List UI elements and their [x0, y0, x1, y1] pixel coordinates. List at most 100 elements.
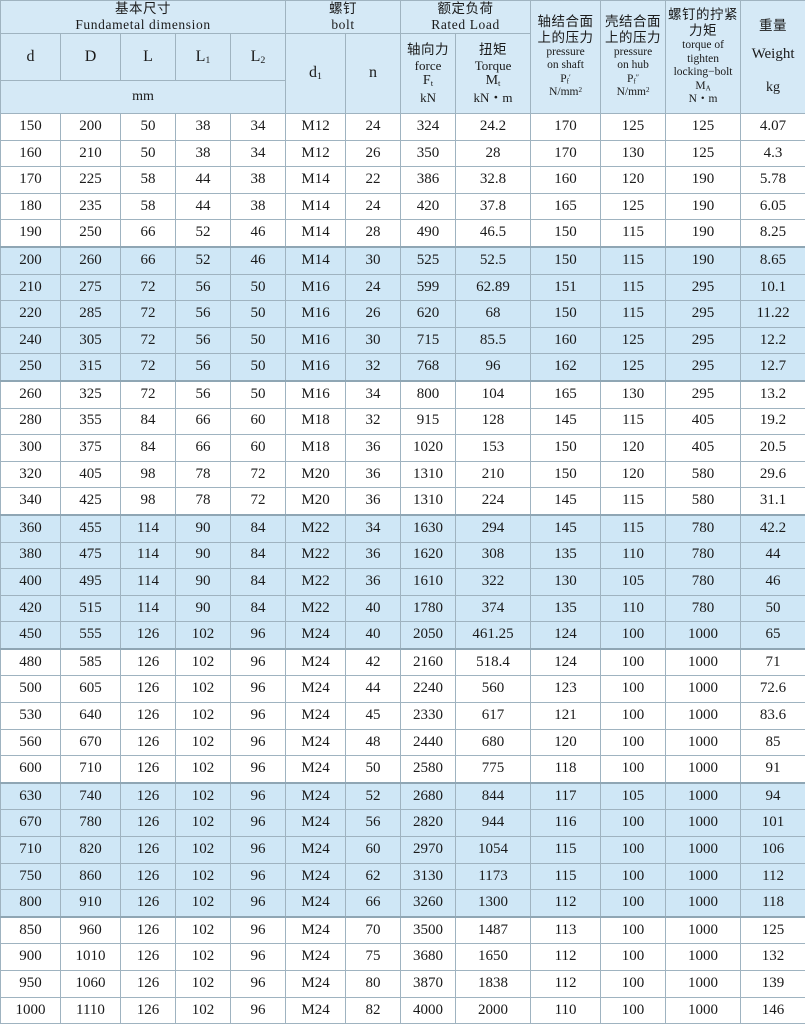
cell-Pf_hub: 115	[601, 274, 666, 301]
cell-MA: 295	[666, 274, 741, 301]
cell-Ft: 1630	[401, 515, 456, 542]
cell-Ft: 1310	[401, 488, 456, 515]
cell-d: 400	[1, 569, 61, 596]
cell-Ft: 324	[401, 114, 456, 141]
cell-L2: 60	[231, 435, 286, 462]
cell-Weight: 11.22	[741, 301, 805, 328]
cell-n: 30	[346, 327, 401, 354]
cell-n: 70	[346, 917, 401, 944]
cell-Weight: 19.2	[741, 408, 805, 435]
cell-MA: 125	[666, 140, 741, 167]
cell-D: 780	[61, 810, 121, 837]
cell-Pf_hub: 105	[601, 569, 666, 596]
cell-Pf_hub: 125	[601, 327, 666, 354]
cell-L2: 72	[231, 461, 286, 488]
cell-MA: 295	[666, 327, 741, 354]
cell-Pf_shaft: 135	[531, 595, 601, 622]
cell-Mt: 617	[456, 703, 531, 730]
cell-MA: 1000	[666, 890, 741, 917]
cell-d: 530	[1, 703, 61, 730]
cell-Mt: 322	[456, 569, 531, 596]
header-symbol-d: d	[1, 34, 61, 81]
cell-L1: 102	[176, 997, 231, 1024]
cell-d: 280	[1, 408, 61, 435]
cell-D: 960	[61, 917, 121, 944]
cell-L: 126	[121, 890, 176, 917]
cell-L2: 84	[231, 569, 286, 596]
cell-Pf_shaft: 151	[531, 274, 601, 301]
cell-D: 605	[61, 676, 121, 703]
cell-Pf_hub: 115	[601, 220, 666, 247]
cell-d1: M16	[286, 301, 346, 328]
cell-L1: 56	[176, 354, 231, 381]
cell-Ft: 1610	[401, 569, 456, 596]
cell-Mt: 46.5	[456, 220, 531, 247]
cell-Mt: 1838	[456, 971, 531, 998]
cell-L1: 102	[176, 729, 231, 756]
cell-D: 495	[61, 569, 121, 596]
header-pressure-on-hub-en1: pressure	[601, 46, 665, 60]
cell-Mt: 308	[456, 542, 531, 569]
cell-D: 475	[61, 542, 121, 569]
cell-d: 420	[1, 595, 61, 622]
cell-Mt: 2000	[456, 997, 531, 1024]
cell-L1: 78	[176, 461, 231, 488]
cell-Pf_hub: 115	[601, 515, 666, 542]
header-locking-bolt-torque-cn2: 力矩	[666, 23, 740, 39]
cell-Ft: 386	[401, 167, 456, 194]
cell-Mt: 62.89	[456, 274, 531, 301]
cell-L1: 38	[176, 114, 231, 141]
header-axial-force-cn: 轴向力	[401, 42, 455, 58]
cell-Pf_hub: 120	[601, 461, 666, 488]
cell-d: 340	[1, 488, 61, 515]
cell-n: 32	[346, 408, 401, 435]
cell-Weight: 44	[741, 542, 805, 569]
cell-Ft: 620	[401, 301, 456, 328]
cell-D: 235	[61, 193, 121, 220]
cell-MA: 295	[666, 381, 741, 408]
cell-L: 98	[121, 488, 176, 515]
cell-L: 66	[121, 220, 176, 247]
cell-Pf_shaft: 121	[531, 703, 601, 730]
cell-Mt: 24.2	[456, 114, 531, 141]
cell-n: 24	[346, 114, 401, 141]
cell-L2: 96	[231, 703, 286, 730]
cell-L2: 96	[231, 971, 286, 998]
cell-L: 126	[121, 649, 176, 676]
header-locking-bolt-torque-unit: N・m	[666, 93, 740, 107]
cell-MA: 190	[666, 193, 741, 220]
cell-Pf_shaft: 116	[531, 810, 601, 837]
cell-Weight: 65	[741, 622, 805, 649]
cell-d1: M18	[286, 408, 346, 435]
cell-d1: M24	[286, 703, 346, 730]
cell-Weight: 5.78	[741, 167, 805, 194]
cell-Pf_shaft: 150	[531, 461, 601, 488]
cell-d: 250	[1, 354, 61, 381]
cell-d1: M22	[286, 515, 346, 542]
cell-Pf_hub: 100	[601, 703, 666, 730]
cell-Mt: 374	[456, 595, 531, 622]
cell-d: 260	[1, 381, 61, 408]
cell-L: 126	[121, 703, 176, 730]
cell-L: 126	[121, 756, 176, 783]
header-group-rated-load: 额定负荷 Rated Load	[401, 1, 531, 34]
cell-Pf_shaft: 145	[531, 515, 601, 542]
cell-d: 630	[1, 783, 61, 810]
cell-d1: M16	[286, 381, 346, 408]
cell-Pf_shaft: 124	[531, 622, 601, 649]
cell-d: 190	[1, 220, 61, 247]
cell-L1: 78	[176, 488, 231, 515]
cell-Pf_hub: 100	[601, 944, 666, 971]
cell-Pf_shaft: 123	[531, 676, 601, 703]
cell-Pf_shaft: 162	[531, 354, 601, 381]
cell-Weight: 125	[741, 917, 805, 944]
cell-Mt: 944	[456, 810, 531, 837]
cell-d1: M24	[286, 837, 346, 864]
cell-Ft: 3260	[401, 890, 456, 917]
